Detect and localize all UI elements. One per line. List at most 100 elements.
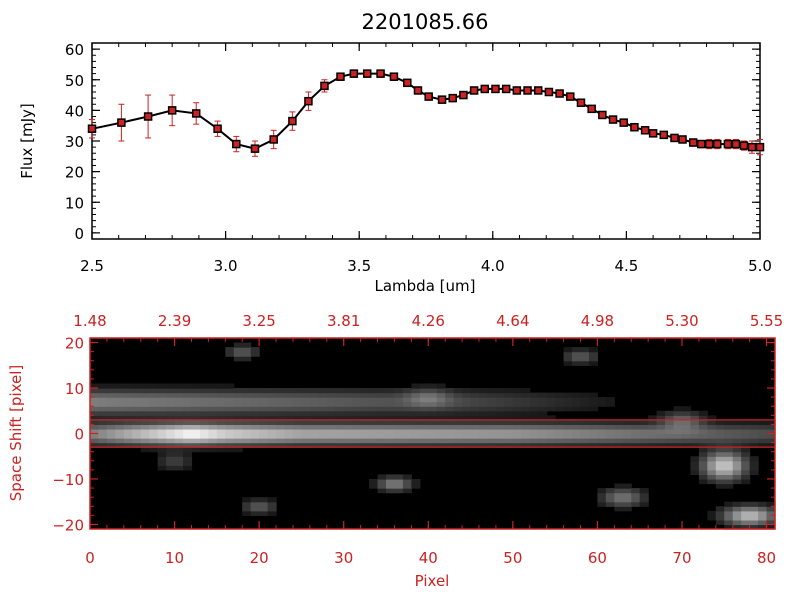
image-pixel [732, 519, 742, 526]
image-pixel [495, 433, 505, 439]
image-pixel [555, 428, 565, 435]
image-pixel [614, 488, 624, 494]
image-pixel [140, 392, 150, 398]
image-pixel [208, 438, 218, 444]
image-pixel [563, 351, 573, 357]
image-pixel [538, 428, 548, 435]
image-pixel [698, 451, 708, 457]
image-pixel [580, 424, 590, 430]
image-pixel [216, 438, 226, 444]
image-pixel [250, 351, 260, 357]
image-pixel [377, 415, 387, 421]
image-pixel [166, 388, 176, 394]
image-pixel [411, 428, 421, 435]
image-pixel [639, 442, 649, 448]
image-pixel [572, 438, 582, 444]
image-pixel [402, 388, 412, 394]
image-pixel [369, 438, 379, 444]
image-pixel [648, 438, 658, 444]
image-pixel [267, 433, 277, 439]
image-pixel [276, 392, 286, 398]
image-pixel [326, 406, 336, 412]
image-pixel [724, 460, 734, 466]
image-pixel [732, 515, 742, 521]
image-pixel [385, 415, 396, 421]
image-pixel [267, 497, 277, 503]
image-pixel [512, 415, 522, 421]
image-pixel [90, 392, 100, 398]
image-pixel [580, 360, 590, 366]
image-pixel [741, 419, 751, 426]
image-pixel [326, 442, 336, 448]
image-pixel [377, 474, 387, 480]
image-pixel [90, 388, 100, 394]
image-pixel [741, 501, 751, 507]
image-pixel [453, 438, 463, 444]
image-pixel [292, 392, 303, 398]
image-pixel [495, 415, 505, 421]
image-pixel [690, 438, 700, 444]
image-pixel [326, 392, 336, 398]
image-pixel [377, 397, 387, 403]
image-pixel [149, 447, 159, 453]
image-pixel [487, 428, 497, 435]
image-pixel [250, 410, 260, 416]
image-pixel [749, 519, 759, 526]
image-pixel [242, 438, 252, 444]
image-pixel [715, 433, 725, 439]
image-pixel [580, 356, 590, 362]
image-pixel [732, 469, 742, 476]
image-pixel [301, 415, 311, 421]
image-pixel [250, 397, 260, 403]
image-pixel [521, 442, 531, 448]
image-pixel [665, 428, 675, 435]
image-pixel [588, 360, 599, 366]
image-pixel [758, 515, 768, 521]
image-pixel [301, 438, 311, 444]
image-pixel [732, 428, 742, 435]
image-pixel [732, 478, 742, 485]
data-point [87, 124, 97, 133]
image-pixel [495, 392, 505, 398]
image-pixel [470, 415, 480, 421]
image-pixel [580, 442, 590, 448]
image-pixel [732, 506, 742, 512]
image-pixel [724, 447, 734, 453]
image-pixel [149, 388, 159, 394]
image-pixel [605, 438, 615, 444]
image-pixel [157, 406, 167, 412]
image-pixel [715, 465, 725, 471]
image-pixel [292, 397, 303, 403]
data-point [389, 72, 399, 81]
image-pixel [309, 392, 319, 398]
image-pixel [529, 428, 539, 435]
data-point [469, 86, 479, 95]
image-pixel [233, 406, 243, 412]
image-xlabel: Pixel [415, 572, 450, 590]
image-pixel [208, 397, 218, 403]
image-pixel [707, 442, 717, 448]
image-pixel [106, 388, 116, 394]
image-pixel [191, 428, 201, 435]
image-pixel [174, 465, 184, 471]
image-pixel [123, 415, 133, 421]
image-pixel [521, 401, 531, 407]
image-pixel [766, 428, 776, 435]
image-pixel [276, 401, 286, 407]
data-point [232, 139, 241, 149]
image-pixel [648, 419, 658, 426]
image-pixel [555, 438, 565, 444]
image-pixel [665, 438, 675, 444]
image-pixel [259, 438, 269, 444]
image-pixel [411, 392, 421, 398]
image-pixel [707, 447, 717, 453]
image-pixel [250, 433, 260, 439]
image-pixel [250, 497, 260, 503]
image-pixel [183, 419, 193, 426]
image-pixel [335, 438, 345, 444]
image-pixel [588, 401, 599, 407]
image-pixel [445, 410, 455, 416]
image-pixel [681, 410, 692, 416]
image-pixel [512, 433, 522, 439]
image-pixel [199, 428, 209, 435]
